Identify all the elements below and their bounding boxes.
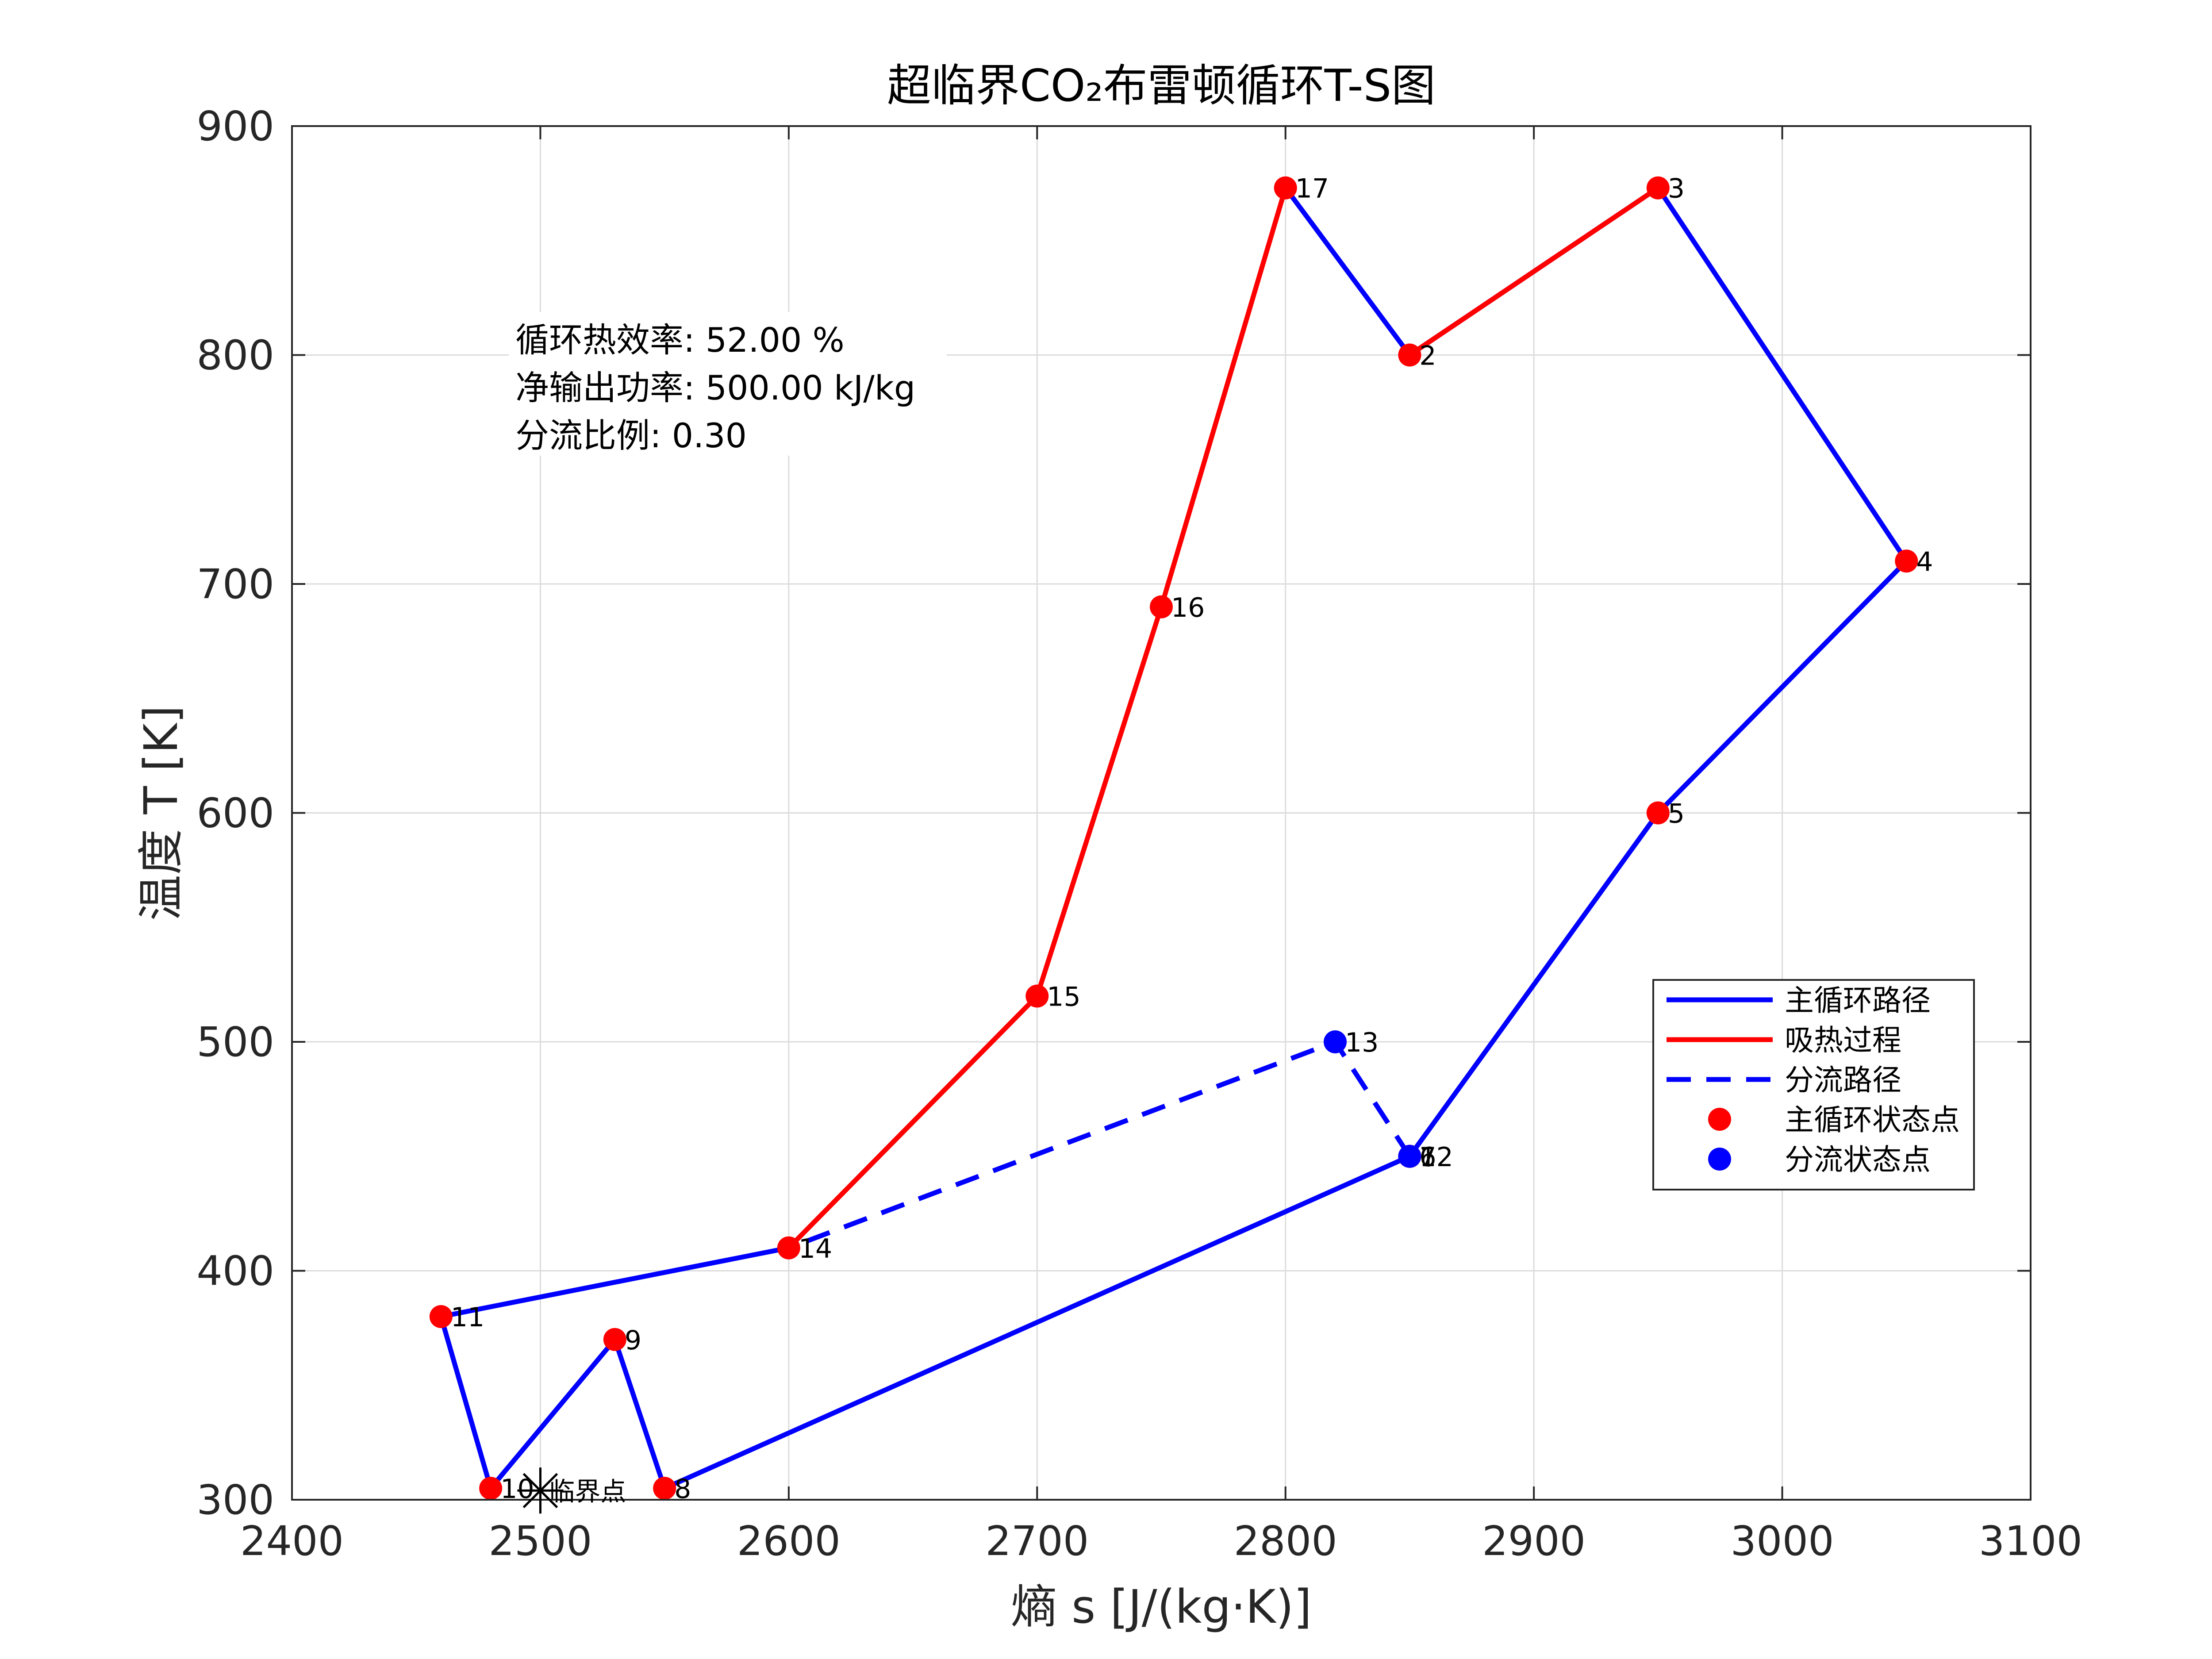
critical-point-label: 临界点 [549,1476,626,1506]
y-axis-label: 温度 T [K] [134,706,188,921]
legend-swatch-marker [1708,1148,1731,1171]
state-point [1150,595,1173,618]
annotation-box: 循环热效率: 52.00 % 净输出功率: 500.00 kJ/kg 分流比例:… [509,312,947,456]
y-tick-label: 800 [196,332,274,379]
state-point-label: 14 [799,1233,832,1264]
state-point [1646,801,1670,825]
state-point-label: 9 [625,1325,641,1356]
state-point-label: 13 [1345,1027,1379,1058]
state-point-label: 17 [1295,173,1329,204]
state-point [1324,1030,1347,1053]
y-tick-label: 400 [196,1248,274,1295]
state-point [1646,176,1670,200]
x-tick-label: 2500 [488,1517,592,1565]
legend-swatch-marker [1708,1108,1731,1131]
x-tick-label: 2800 [1234,1517,1337,1565]
state-point [1398,1144,1421,1168]
state-point [603,1328,626,1351]
x-tick-label: 2600 [737,1517,841,1565]
chart-title: 超临界CO₂布雷顿循环T-S图 [887,60,1436,111]
legend-box [1652,979,1975,1190]
annotation-background [509,312,947,456]
state-point-label: 7 [1419,1142,1436,1173]
axis-ticks: 2400 2500 2600 2700 2800 2900 3000 310030040050… [196,103,2082,1565]
x-tick-label: 2700 [985,1517,1089,1565]
state-point-label: 6 [1419,1142,1436,1173]
state-point-label: 16 [1171,592,1205,623]
y-tick-label: 700 [196,561,274,608]
legend-label: 主循环路径 [1785,983,1931,1018]
grid [291,125,2032,1501]
x-tick-label: 3000 [1731,1517,1834,1565]
legend-label: 分流状态点 [1785,1143,1931,1177]
state-point [1274,176,1297,200]
state-point-label: 15 [1047,982,1080,1013]
state-point-label: 3 [1668,173,1685,204]
state-point-label: 4 [1916,546,1933,577]
state-point-label: 2 [1419,341,1436,372]
annotation-efficiency: 循环热效率: 52.00 % [515,320,845,360]
state-point [479,1477,503,1500]
legend-label: 吸热过程 [1785,1023,1901,1057]
x-tick-label: 3100 [1979,1517,2082,1565]
critical-point: 临界点 [517,1467,626,1514]
state-point [1025,984,1049,1008]
state-points [429,176,1918,1500]
x-tick-label: 2400 [240,1517,344,1565]
legend-label: 主循环状态点 [1785,1103,1960,1137]
y-tick-label: 600 [196,790,274,837]
x-axis-label: 熵 s [J/(kg·K)] [1011,1580,1312,1634]
state-point [777,1236,800,1260]
critical-point-marker [517,1467,564,1514]
series-line [787,187,1288,1250]
annotation-net-work: 净输出功率: 500.00 kJ/kg [515,368,915,407]
series-line [1408,186,1659,357]
state-point [429,1305,453,1328]
state-point [1895,549,1918,573]
annotation-split-ratio: 分流比例: 0.30 [515,416,747,455]
state-point-label: 5 [1668,799,1685,830]
y-tick-label: 300 [196,1476,274,1524]
state-point [653,1477,676,1500]
y-tick-label: 500 [196,1018,274,1066]
x-tick-label: 2900 [1482,1517,1586,1565]
state-point-label: 11 [451,1302,484,1333]
state-point-label: 12 [1419,1142,1453,1173]
legend-label: 分流路径 [1785,1063,1901,1097]
y-tick-label: 900 [196,103,274,150]
state-point [1398,343,1421,367]
